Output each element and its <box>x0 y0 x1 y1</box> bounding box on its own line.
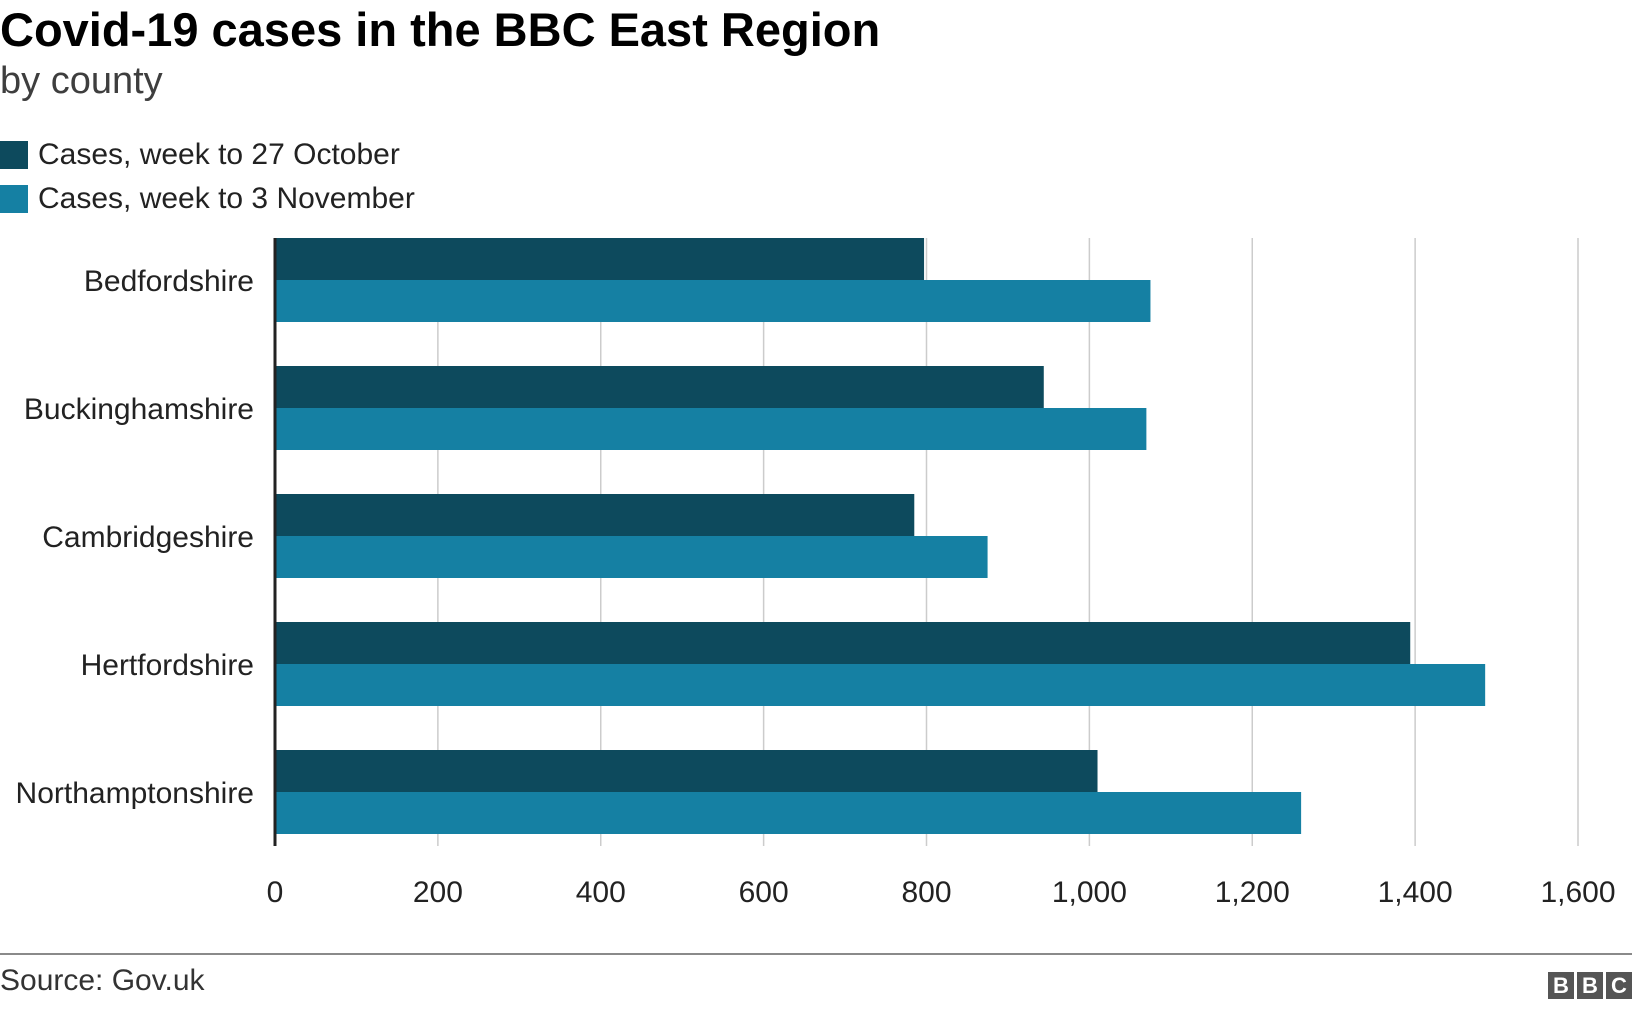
legend-swatch-series-1 <box>0 141 28 169</box>
legend: Cases, week to 27 October Cases, week to… <box>0 133 415 221</box>
bar <box>275 494 915 536</box>
footer-divider <box>0 953 1632 955</box>
x-tick-label: 1,200 <box>1215 876 1290 909</box>
bar <box>275 750 1098 792</box>
source-note: Source: Gov.uk <box>0 964 205 997</box>
category-label: Hertfordshire <box>81 649 254 682</box>
category-label: Northamptonshire <box>16 777 254 810</box>
bar <box>275 238 925 280</box>
legend-item-series-1: Cases, week to 27 October <box>0 133 415 177</box>
category-label: Cambridgeshire <box>42 521 254 554</box>
bbc-logo-letter: C <box>1606 972 1632 999</box>
bar <box>275 280 1151 322</box>
legend-item-series-2: Cases, week to 3 November <box>0 177 415 221</box>
x-tick-label: 1,400 <box>1378 876 1453 909</box>
x-tick-label: 1,600 <box>1540 876 1615 909</box>
x-tick-label: 600 <box>739 876 789 909</box>
bbc-logo-letter: B <box>1548 972 1574 999</box>
bar <box>275 664 1486 706</box>
category-label: Buckinghamshire <box>24 393 254 426</box>
bar <box>275 622 1411 664</box>
legend-label-series-2: Cases, week to 3 November <box>38 182 415 215</box>
chart-subtitle: by county <box>0 60 163 102</box>
bar <box>275 408 1147 450</box>
bar <box>275 536 988 578</box>
x-tick-label: 0 <box>267 876 284 909</box>
bar <box>275 366 1044 408</box>
chart-title: Covid-19 cases in the BBC East Region <box>0 3 881 56</box>
legend-label-series-1: Cases, week to 27 October <box>38 138 400 171</box>
x-tick-label: 800 <box>901 876 951 909</box>
legend-swatch-series-2 <box>0 185 28 213</box>
x-tick-label: 400 <box>576 876 626 909</box>
x-tick-label: 1,000 <box>1052 876 1127 909</box>
bbc-logo-letter: B <box>1577 972 1603 999</box>
category-label: Bedfordshire <box>84 265 254 298</box>
x-tick-label: 200 <box>413 876 463 909</box>
bbc-logo: B B C <box>1548 972 1632 999</box>
bar-chart: Bedfordshire Buckinghamshire Cambridgeshir… <box>16 238 1616 909</box>
bar <box>275 792 1302 834</box>
